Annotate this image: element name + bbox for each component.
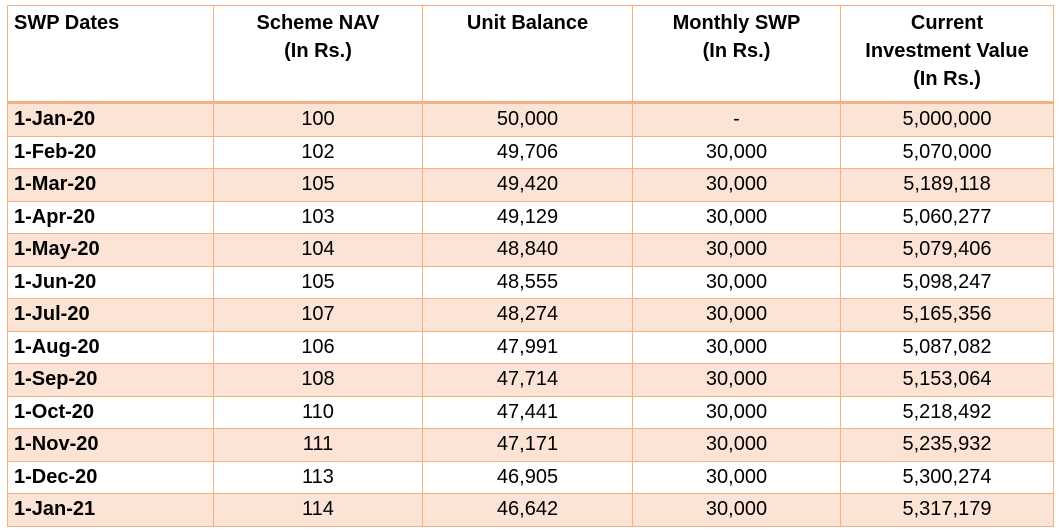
cell-unit-balance: 50,000 (422, 102, 633, 137)
cell-unit-balance: 47,171 (422, 428, 633, 462)
table-row: 1-Sep-20 108 47,714 30,000 5,153,064 (7, 363, 1054, 397)
cell-investment-value: 5,087,082 (840, 330, 1054, 364)
table-row: 1-Aug-20 106 47,991 30,000 5,087,082 (7, 330, 1054, 364)
cell-monthly-swp: 30,000 (632, 395, 841, 429)
table-row: 1-Mar-20 105 49,420 30,000 5,189,118 (7, 168, 1054, 202)
cell-scheme-nav: 113 (213, 460, 423, 494)
header-line: Current (910, 12, 984, 34)
cell-scheme-nav: 105 (213, 168, 423, 202)
cell-investment-value: 5,000,000 (840, 102, 1054, 137)
table-row: 1-Oct-20 110 47,441 30,000 5,218,492 (7, 395, 1054, 429)
cell-unit-balance: 49,129 (422, 200, 633, 234)
cell-monthly-swp: 30,000 (632, 363, 841, 397)
cell-monthly-swp: 30,000 (632, 428, 841, 462)
cell-swp-date: 1-Apr-20 (7, 200, 214, 234)
cell-scheme-nav: 102 (213, 135, 423, 169)
header-line: (In Rs.) (913, 68, 981, 90)
cell-investment-value: 5,300,274 (840, 460, 1054, 494)
cell-investment-value: 5,189,118 (840, 168, 1054, 202)
cell-unit-balance: 48,555 (422, 265, 633, 299)
cell-monthly-swp: - (632, 102, 841, 137)
cell-swp-date: 1-Sep-20 (7, 363, 214, 397)
cell-scheme-nav: 104 (213, 233, 423, 267)
cell-investment-value: 5,060,277 (840, 200, 1054, 234)
table-body: 1-Jan-20 100 50,000-5,000,000 1-Feb-20 102 49… (7, 102, 1054, 527)
cell-unit-balance: 48,840 (422, 233, 633, 267)
cell-unit-balance: 47,441 (422, 395, 633, 429)
table-row: 1-Dec-20 113 46,905 30,000 5,300,274 (7, 460, 1054, 494)
cell-swp-date: 1-Feb-20 (7, 135, 214, 169)
cell-investment-value: 5,317,179 (840, 493, 1054, 527)
cell-unit-balance: 46,642 (422, 493, 633, 527)
cell-monthly-swp: 30,000 (632, 493, 841, 527)
cell-scheme-nav: 111 (213, 428, 423, 462)
cell-monthly-swp: 30,000 (632, 330, 841, 364)
header-row: SWP Dates Scheme NAV (In Rs.) Unit Balan… (7, 5, 1054, 104)
cell-investment-value: 5,098,247 (840, 265, 1054, 299)
cell-scheme-nav: 100 (213, 102, 423, 137)
cell-monthly-swp: 30,000 (632, 298, 841, 332)
header-line: (In Rs.) (702, 40, 771, 62)
table-row: 1-Jan-20 100 50,000-5,000,000 (7, 102, 1054, 137)
header-line: SWP Dates (14, 12, 120, 34)
cell-swp-date: 1-Dec-20 (7, 460, 214, 494)
cell-monthly-swp: 30,000 (632, 168, 841, 202)
cell-investment-value: 5,079,406 (840, 233, 1054, 267)
cell-scheme-nav: 106 (213, 330, 423, 364)
header-monthly-swp: Monthly SWP (In Rs.) (632, 5, 841, 104)
cell-swp-date: 1-Jul-20 (7, 298, 214, 332)
cell-scheme-nav: 110 (213, 395, 423, 429)
table-row: 1-Jan-21 114 46,642 30,000 5,317,179 (7, 493, 1054, 527)
cell-swp-date: 1-Jan-21 (7, 493, 214, 527)
cell-swp-date: 1-Jan-20 (7, 102, 214, 137)
cell-swp-date: 1-Nov-20 (7, 428, 214, 462)
header-current-investment-value: Current Investment Value (In Rs.) (840, 5, 1054, 104)
cell-unit-balance: 49,420 (422, 168, 633, 202)
cell-scheme-nav: 108 (213, 363, 423, 397)
cell-swp-date: 1-Aug-20 (7, 330, 214, 364)
header-line: Unit Balance (466, 12, 589, 34)
table-row: 1-Apr-20 103 49,129 30,000 5,060,277 (7, 200, 1054, 234)
table-row: 1-Jun-20 105 48,555 30,000 5,098,247 (7, 265, 1054, 299)
table-row: 1-Nov-20 111 47,171 30,000 5,235,932 (7, 428, 1054, 462)
cell-unit-balance: 46,905 (422, 460, 633, 494)
table-header: SWP Dates Scheme NAV (In Rs.) Unit Balan… (7, 5, 1054, 104)
cell-investment-value: 5,153,064 (840, 363, 1054, 397)
cell-monthly-swp: 30,000 (632, 200, 841, 234)
cell-unit-balance: 47,714 (422, 363, 633, 397)
swp-table: SWP Dates Scheme NAV (In Rs.) Unit Balan… (7, 5, 1054, 527)
header-scheme-nav: Scheme NAV (In Rs.) (213, 5, 423, 104)
header-line: Investment Value (865, 40, 1029, 62)
cell-swp-date: 1-May-20 (7, 233, 214, 267)
cell-swp-date: 1-Mar-20 (7, 168, 214, 202)
cell-scheme-nav: 105 (213, 265, 423, 299)
header-unit-balance: Unit Balance (422, 5, 633, 104)
cell-scheme-nav: 103 (213, 200, 423, 234)
cell-scheme-nav: 114 (213, 493, 423, 527)
header-line: (In Rs.) (284, 40, 352, 62)
cell-unit-balance: 49,706 (422, 135, 633, 169)
cell-monthly-swp: 30,000 (632, 233, 841, 267)
cell-monthly-swp: 30,000 (632, 265, 841, 299)
cell-monthly-swp: 30,000 (632, 460, 841, 494)
cell-investment-value: 5,070,000 (840, 135, 1054, 169)
table-row: 1-May-20 104 48,840 30,000 5,079,406 (7, 233, 1054, 267)
table-row: 1-Jul-20 107 48,274 30,000 5,165,356 (7, 298, 1054, 332)
cell-unit-balance: 48,274 (422, 298, 633, 332)
cell-unit-balance: 47,991 (422, 330, 633, 364)
table-row: 1-Feb-20 102 49,706 30,000 5,070,000 (7, 135, 1054, 169)
cell-investment-value: 5,218,492 (840, 395, 1054, 429)
cell-investment-value: 5,235,932 (840, 428, 1054, 462)
cell-swp-date: 1-Oct-20 (7, 395, 214, 429)
header-swp-dates: SWP Dates (7, 5, 214, 104)
cell-monthly-swp: 30,000 (632, 135, 841, 169)
header-line: Monthly SWP (672, 12, 801, 34)
cell-investment-value: 5,165,356 (840, 298, 1054, 332)
cell-swp-date: 1-Jun-20 (7, 265, 214, 299)
header-line: Scheme NAV (256, 12, 380, 34)
cell-scheme-nav: 107 (213, 298, 423, 332)
